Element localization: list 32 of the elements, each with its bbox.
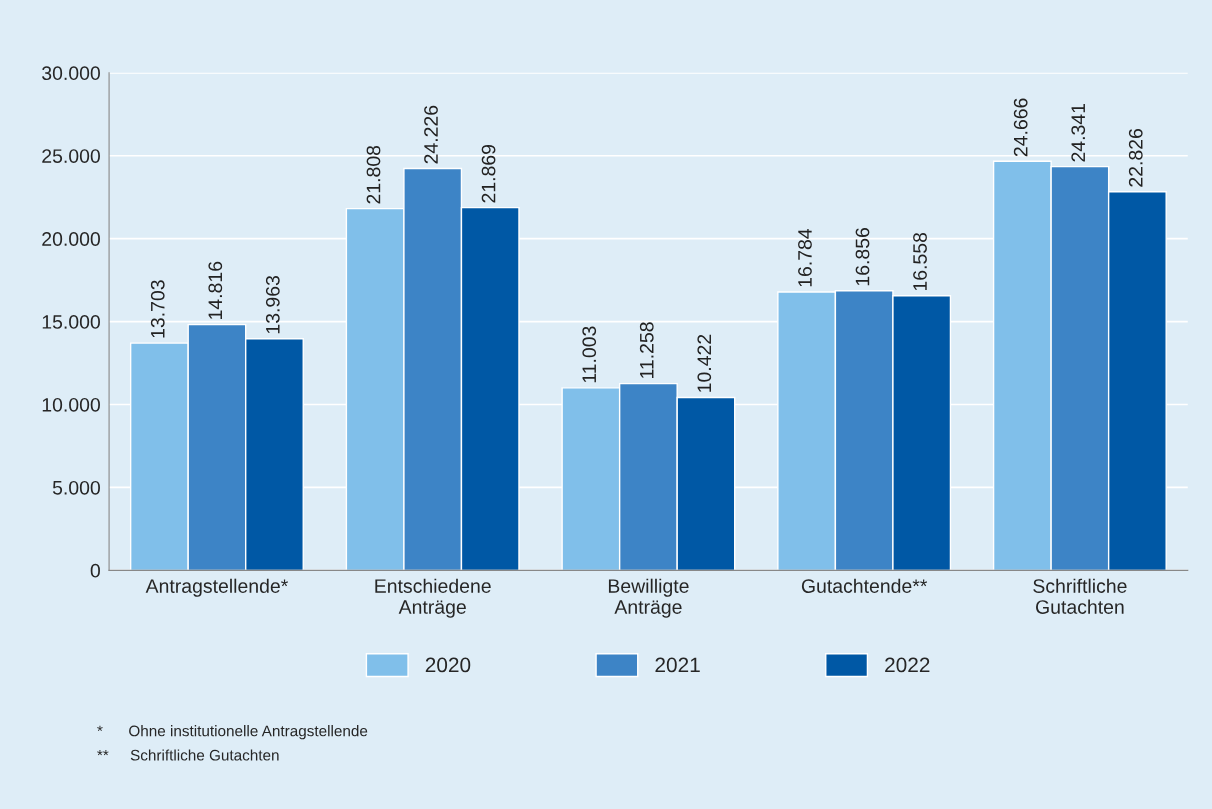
y-tick-label: 25.000	[42, 149, 100, 163]
data-label: 11.003	[582, 326, 597, 383]
y-tick-label: 10.000	[42, 397, 100, 412]
data-label: 13.963	[265, 275, 280, 334]
data-label: 24.666	[1013, 98, 1028, 157]
x-tick-label: Gutachtende**	[801, 578, 928, 593]
data-label: 24.226	[424, 105, 438, 164]
x-tick-label: Entschiedene Anträge	[375, 578, 491, 618]
legend-label: 2021	[655, 657, 700, 673]
data-label: 21.869	[481, 144, 496, 203]
data-label: 21.808	[366, 145, 381, 204]
text: * Ohne institutionelle Antragstellende	[97, 725, 368, 740]
legend-label: 2022	[885, 657, 930, 673]
text: ** Schriftliche Gutachten	[97, 749, 279, 761]
x-tick-label: Schriftliche Gutachten	[1033, 578, 1127, 614]
y-tick-label: 0	[90, 563, 100, 578]
y-tick-label: 15.000	[42, 315, 100, 329]
y-tick-label: 5.000	[52, 480, 100, 495]
data-label: 11.258	[639, 322, 654, 378]
legend-label: 2020	[425, 657, 471, 673]
data-label: 16.784	[798, 228, 812, 287]
data-label: 10.422	[697, 334, 712, 392]
data-label: 22.826	[1128, 129, 1143, 187]
data-label: 14.816	[208, 261, 223, 319]
data-label: 16.558	[913, 232, 927, 291]
data-label: 13.703	[150, 280, 165, 338]
y-tick-label: 20.000	[42, 232, 100, 246]
x-tick-label: Antragstellende*	[145, 578, 288, 597]
y-tick-label: 30.000	[42, 66, 100, 81]
x-tick-label: Bewilligte Anträge	[608, 578, 689, 618]
data-label: 16.856	[855, 228, 870, 286]
data-label: 24.341	[1071, 103, 1086, 162]
